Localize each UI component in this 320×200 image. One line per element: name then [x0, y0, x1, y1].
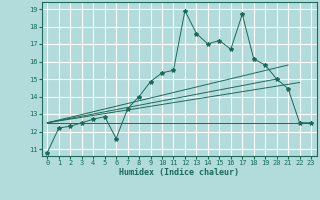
X-axis label: Humidex (Indice chaleur): Humidex (Indice chaleur): [119, 168, 239, 177]
